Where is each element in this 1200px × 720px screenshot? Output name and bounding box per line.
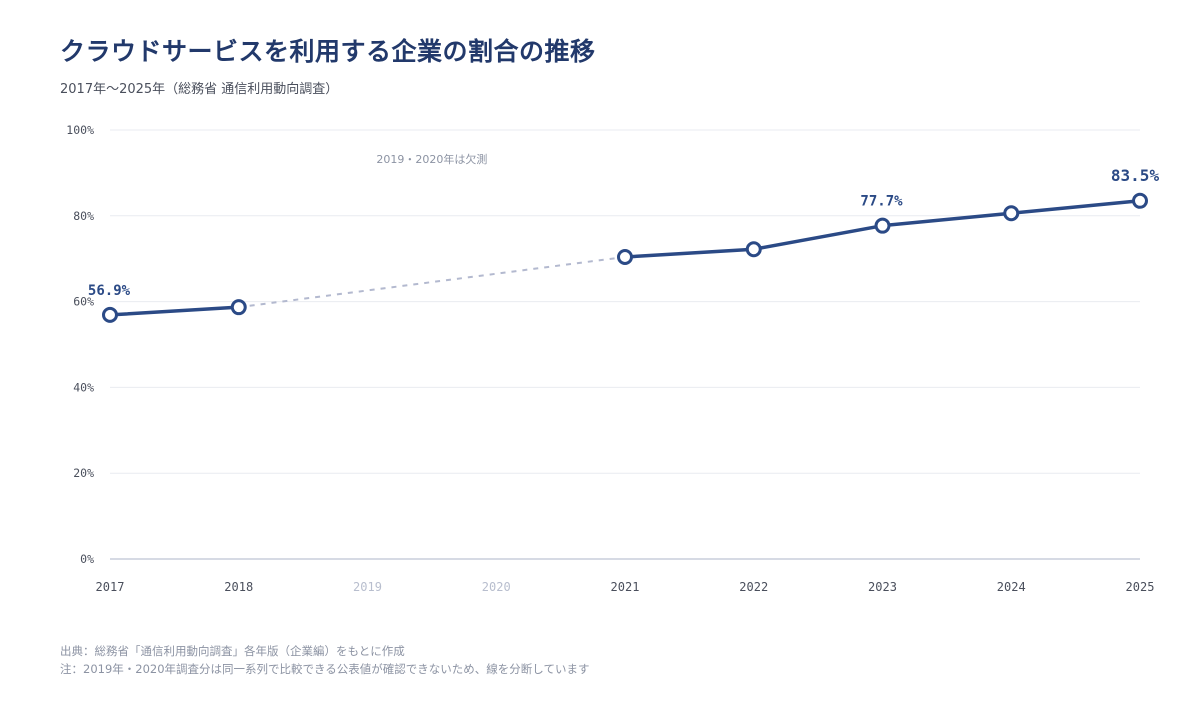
- gap-dashed-line: [238, 255, 626, 309]
- series-line-segment: [108, 305, 241, 317]
- x-tick-label: 2023: [868, 580, 897, 594]
- data-point-marker: [230, 299, 247, 316]
- x-tick-label: 2019: [353, 580, 382, 594]
- chart-title: クラウドサービスを利用する企業の割合の推移: [60, 37, 596, 66]
- y-tick-label: 0%: [80, 552, 94, 566]
- data-label: 77.7%: [860, 194, 903, 210]
- data-label: 56.9%: [88, 283, 131, 299]
- x-tick-label: 2017: [96, 580, 125, 594]
- data-label: 83.5%: [1111, 166, 1160, 185]
- data-point-marker: [745, 241, 762, 258]
- data-point-marker: [874, 217, 891, 234]
- x-tick-label: 2021: [611, 580, 640, 594]
- data-point-marker: [1003, 205, 1020, 222]
- x-tick-label: 2022: [739, 580, 768, 594]
- y-tick-label: 20%: [73, 466, 94, 480]
- y-tick-label: 80%: [73, 209, 94, 223]
- y-tick-label: 100%: [66, 123, 94, 137]
- y-tick-label: 40%: [73, 380, 94, 394]
- y-tick-label: 60%: [73, 295, 94, 309]
- gap-annotation: 2019・2020年は欠測: [376, 152, 487, 166]
- data-point-marker: [1132, 192, 1148, 209]
- source-note: 出典：総務省「通信利用動向調査」各年版（企業編）をもとに作成: [60, 644, 405, 658]
- x-tick-label: 2020: [482, 580, 511, 594]
- line-chart: 0% 20% 40% 60% 80% 100% 2017 2018 2019 2020 2021 20…: [66, 123, 1160, 594]
- x-tick-label: 2024: [997, 580, 1026, 594]
- chart-subtitle: 2017年〜2025年（総務省 通信利用動向調査）: [60, 82, 339, 97]
- x-tick-label: 2025: [1126, 580, 1155, 594]
- data-point-marker: [102, 306, 118, 323]
- x-tick-label: 2018: [224, 580, 253, 594]
- data-point-marker: [617, 248, 633, 265]
- gap-note: 注：2019年・2020年調査分は同一系列で比較できる公表値が確認できないため、…: [60, 662, 590, 676]
